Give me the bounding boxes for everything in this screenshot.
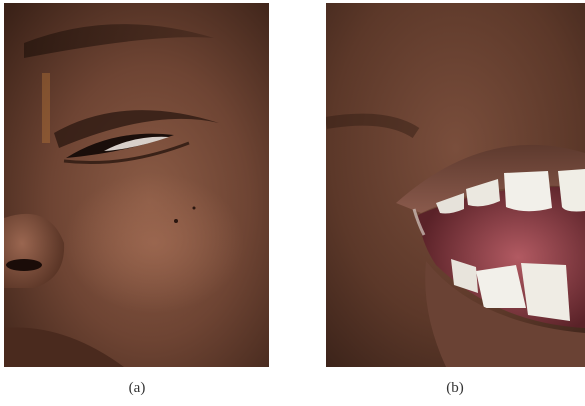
nostril xyxy=(6,259,42,271)
lower-eyelid xyxy=(63,141,190,164)
marker-text-overlay xyxy=(42,73,50,143)
nasolabial-shadow xyxy=(326,113,420,139)
photo-panel-a xyxy=(4,3,269,367)
lower-lip xyxy=(425,261,585,367)
eye-cheek-photo xyxy=(4,3,269,367)
eyebrow xyxy=(24,24,214,58)
panel-label-a: (a) xyxy=(128,380,146,396)
mouth-photo xyxy=(326,3,585,367)
cheek-highlight xyxy=(64,173,244,313)
upper-teeth xyxy=(436,169,585,214)
skin-spot xyxy=(192,206,196,210)
eyelid-shadow xyxy=(54,110,219,148)
lower-teeth xyxy=(451,259,570,321)
upper-lip xyxy=(396,144,585,213)
skin-spot xyxy=(174,219,178,223)
mouth-corner-lesion xyxy=(412,208,426,236)
panel-label-b: (b) xyxy=(446,380,464,396)
upper-lip xyxy=(4,327,124,367)
eye-white xyxy=(104,136,169,151)
photo-panel-b xyxy=(326,3,585,367)
